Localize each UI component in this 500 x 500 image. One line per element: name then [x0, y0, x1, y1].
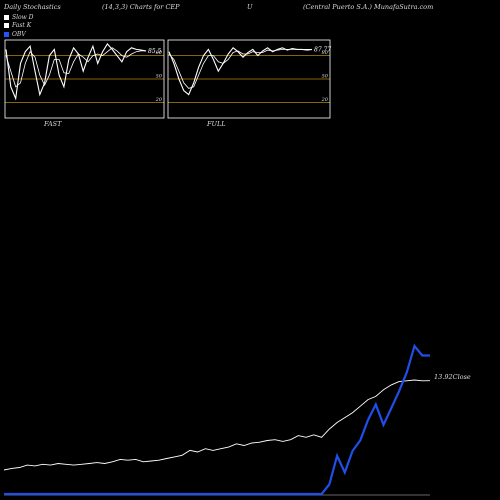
full-slow-d-line	[168, 49, 312, 89]
full-level-20-label: 20	[321, 97, 329, 103]
fast-slow-d-line	[5, 47, 146, 88]
legend-item-obv: OBV	[4, 30, 34, 39]
full-panel-frame	[167, 39, 331, 119]
fast-level-20-label: 20	[155, 97, 163, 103]
header-company: (Central Puerto S.A.) MunafaSutra.com	[303, 3, 434, 11]
full-level-80-label: 80	[322, 50, 329, 56]
fast-fast-k-line	[5, 42, 147, 101]
fast-panel-label: FAST	[44, 120, 62, 128]
legend-label-fast-k: Fast K	[12, 22, 32, 30]
header-params: (14,3,3) Charts for CEP	[102, 3, 180, 11]
full-fast-k-line	[168, 47, 313, 96]
full-level-50-label: 50	[322, 74, 329, 80]
obv-line	[4, 343, 430, 496]
fast-last-value-label: 85.5	[148, 48, 162, 55]
legend-label-obv: OBV	[12, 30, 26, 38]
full-last-value-label: 87.77	[314, 46, 331, 53]
close-price-label: 13.92Close	[434, 373, 471, 381]
legend-item-slow-d: Slow D	[4, 13, 34, 22]
legend-swatch-obv	[4, 31, 9, 37]
fast-level-50-label: 50	[156, 74, 163, 80]
legend: Slow D Fast K OBV	[4, 13, 34, 39]
header-title: Daily Stochastics	[4, 3, 61, 11]
legend-label-slow-d: Slow D	[12, 13, 34, 21]
fast-level-80-label: 80	[156, 50, 163, 56]
legend-swatch-slow-d	[4, 14, 9, 20]
legend-swatch-fast-k	[4, 23, 9, 29]
full-panel-label: FULL	[207, 120, 226, 128]
fast-panel-frame	[4, 39, 165, 119]
header-middle: U	[247, 3, 253, 11]
close-price-line	[3, 379, 431, 471]
legend-item-fast-k: Fast K	[4, 22, 34, 31]
